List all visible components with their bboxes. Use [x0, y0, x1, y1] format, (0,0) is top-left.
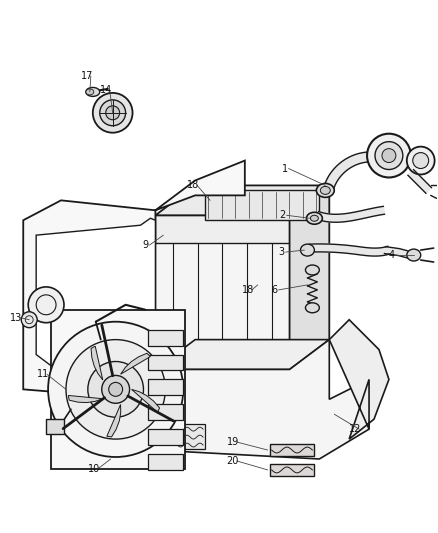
- Polygon shape: [155, 215, 290, 369]
- Circle shape: [48, 322, 183, 457]
- Polygon shape: [68, 395, 103, 402]
- Circle shape: [275, 447, 281, 453]
- Text: 17: 17: [81, 71, 93, 81]
- Polygon shape: [270, 464, 314, 476]
- Polygon shape: [131, 389, 159, 412]
- Polygon shape: [408, 169, 431, 193]
- Ellipse shape: [407, 249, 421, 261]
- Polygon shape: [309, 244, 390, 256]
- Polygon shape: [316, 206, 385, 222]
- Circle shape: [375, 142, 403, 169]
- Circle shape: [88, 361, 144, 417]
- Ellipse shape: [300, 244, 314, 256]
- Polygon shape: [148, 454, 183, 470]
- Ellipse shape: [86, 87, 100, 96]
- Polygon shape: [325, 152, 396, 188]
- Ellipse shape: [311, 215, 318, 221]
- Circle shape: [28, 287, 64, 322]
- Circle shape: [21, 312, 37, 328]
- Ellipse shape: [307, 212, 322, 224]
- Text: 18: 18: [187, 181, 199, 190]
- Polygon shape: [107, 405, 121, 437]
- Polygon shape: [155, 185, 329, 215]
- Circle shape: [413, 152, 429, 168]
- Ellipse shape: [86, 89, 94, 95]
- Circle shape: [255, 384, 265, 394]
- Text: 12: 12: [349, 424, 361, 434]
- Circle shape: [367, 134, 411, 177]
- Polygon shape: [175, 424, 205, 449]
- Polygon shape: [148, 379, 183, 395]
- Polygon shape: [393, 150, 425, 168]
- Polygon shape: [290, 185, 329, 369]
- Polygon shape: [205, 190, 319, 220]
- Polygon shape: [148, 330, 183, 345]
- Text: 2: 2: [279, 210, 286, 220]
- Text: 3: 3: [279, 247, 285, 257]
- Polygon shape: [36, 218, 155, 379]
- Polygon shape: [91, 346, 103, 380]
- Text: 20: 20: [227, 456, 239, 466]
- Ellipse shape: [305, 265, 319, 275]
- Circle shape: [407, 147, 434, 174]
- Text: 11: 11: [37, 369, 49, 379]
- Polygon shape: [126, 340, 369, 459]
- Ellipse shape: [305, 303, 319, 313]
- Circle shape: [225, 375, 235, 384]
- Polygon shape: [155, 340, 329, 369]
- Ellipse shape: [316, 183, 334, 197]
- Text: 18: 18: [242, 285, 254, 295]
- Circle shape: [109, 382, 123, 397]
- Text: 19: 19: [227, 437, 239, 447]
- Polygon shape: [270, 444, 314, 456]
- Circle shape: [102, 375, 130, 403]
- Polygon shape: [51, 310, 185, 469]
- Ellipse shape: [320, 187, 330, 195]
- Polygon shape: [120, 353, 150, 374]
- Circle shape: [275, 467, 281, 473]
- Text: 9: 9: [142, 240, 148, 250]
- Text: 6: 6: [272, 285, 278, 295]
- Text: 10: 10: [88, 464, 100, 474]
- Polygon shape: [23, 160, 245, 399]
- Circle shape: [66, 340, 165, 439]
- Circle shape: [304, 447, 309, 453]
- Polygon shape: [46, 419, 64, 434]
- Text: 13: 13: [10, 313, 22, 323]
- Circle shape: [334, 409, 344, 419]
- Text: 14: 14: [99, 85, 112, 95]
- Polygon shape: [329, 320, 389, 439]
- Text: 1: 1: [282, 164, 288, 174]
- Circle shape: [93, 93, 133, 133]
- Polygon shape: [155, 215, 290, 243]
- Circle shape: [106, 106, 120, 120]
- Circle shape: [304, 467, 309, 473]
- Circle shape: [100, 100, 126, 126]
- Polygon shape: [148, 354, 183, 370]
- Text: 4: 4: [389, 250, 395, 260]
- Polygon shape: [148, 429, 183, 445]
- Polygon shape: [148, 404, 183, 420]
- Circle shape: [382, 149, 396, 163]
- Polygon shape: [385, 247, 415, 260]
